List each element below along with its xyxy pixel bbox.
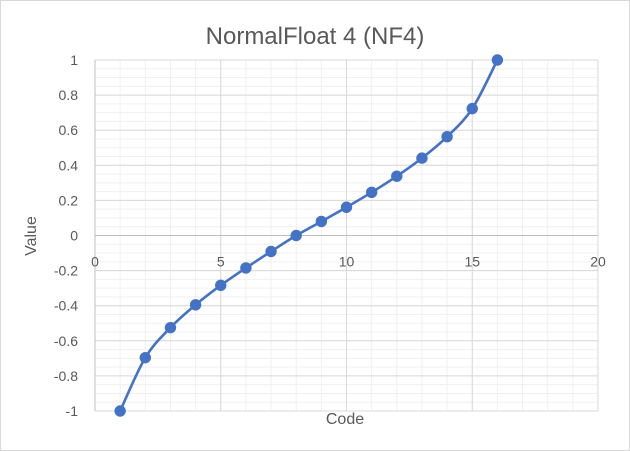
data-point [340, 201, 353, 213]
y-tick-label: -0.6 [54, 333, 78, 349]
x-tick-label: 5 [217, 254, 225, 270]
data-point [114, 405, 126, 417]
y-tick-label: -1 [66, 403, 79, 419]
data-point [265, 245, 277, 258]
data-point [416, 152, 428, 164]
data-point [315, 215, 328, 228]
data-point [290, 229, 302, 242]
data-point [189, 299, 202, 311]
y-tick-label: 0.8 [59, 87, 79, 103]
y-tick-label: -0.2 [54, 263, 78, 279]
data-point [240, 262, 252, 274]
y-tick-label: 1 [70, 52, 78, 68]
x-tick-label: 15 [464, 254, 480, 270]
data-point [466, 102, 478, 115]
x-tick-label: 20 [590, 254, 606, 270]
data-point [491, 54, 504, 66]
data-point [365, 186, 378, 199]
axes [94, 60, 598, 411]
y-tick-label: 0.4 [59, 157, 79, 173]
y-tick-label: -0.8 [54, 368, 78, 384]
series-layer [114, 54, 504, 417]
series-line [118, 58, 499, 413]
data-point [164, 321, 177, 334]
y-tick-label: -0.4 [54, 298, 78, 314]
data-point [215, 279, 227, 292]
x-tick-label: 10 [339, 254, 355, 270]
x-axis-title: Code [326, 411, 364, 428]
tick-labels: 0 5 10 15 20 1 0.8 0.6 0.4 0.2 0 -0.2 -0.4 -0.6 -0.8 -1 [54, 52, 606, 419]
chart-title: NormalFloat 4 (NF4) [206, 23, 425, 50]
data-point [391, 170, 403, 182]
y-tick-label: 0.6 [59, 122, 79, 138]
x-tick-label: 0 [91, 254, 99, 270]
y-tick-label: 0 [70, 228, 78, 244]
data-point [441, 130, 453, 143]
y-tick-label: 0.2 [59, 192, 79, 208]
y-axis-title: Value [23, 216, 40, 256]
data-point [139, 351, 152, 364]
